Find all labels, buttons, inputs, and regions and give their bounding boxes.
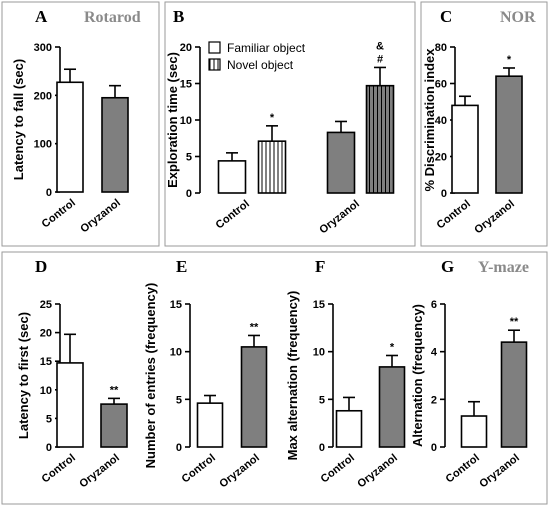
panel-letter-a: A (35, 7, 48, 26)
y-tick-label-c: 20 (435, 152, 447, 164)
significance-mark-g: ** (510, 316, 519, 328)
bar-f-oryzanol (378, 366, 406, 448)
bar-f-control (335, 409, 363, 448)
y-tick-label-b: 15 (180, 79, 192, 91)
bar-b-control (257, 140, 287, 194)
y-axis-label-g: Alternation (frequency) (410, 304, 425, 447)
y-tick-label-f: 0 (319, 442, 325, 454)
y-tick-label-e: 0 (176, 442, 182, 454)
legend-label-novel: Novel object (227, 58, 294, 72)
y-tick-label-c: 80 (435, 42, 447, 54)
panel-title-rotarod: Rotarod (84, 9, 141, 26)
significance-mark-e: ** (250, 321, 259, 333)
category-label-g: Control (444, 452, 482, 486)
y-tick-label-a: 0 (46, 187, 52, 199)
section-title-nor: NOR (500, 9, 536, 26)
significance-mark-b: # (377, 53, 383, 65)
legend-b: Familiar object Novel object (208, 41, 306, 72)
category-label-a: Oryzanol (78, 197, 122, 235)
y-tick-label-f: 15 (313, 299, 325, 311)
y-tick-label-c: 60 (435, 79, 447, 91)
legend-label-familiar: Familiar object (227, 41, 306, 55)
significance-mark-extra-b: & (376, 40, 384, 52)
y-axis-label-e: Number of entries (frequency) (143, 283, 158, 469)
y-tick-label-b: 0 (186, 188, 192, 200)
bar-c-oryzanol (495, 75, 523, 194)
bar-d-oryzanol (100, 403, 128, 448)
y-tick-label-e: 15 (170, 299, 182, 311)
y-tick-label-e: 5 (176, 394, 182, 406)
y-tick-label-c: 40 (435, 115, 447, 127)
y-tick-label-d: 5 (46, 413, 52, 425)
bar-b-control (217, 160, 247, 194)
panel-letter-f: F (315, 257, 325, 276)
y-axis-label-d: Latency to first (sec) (16, 312, 31, 439)
category-label-g: Oryzanol (477, 452, 521, 490)
y-axis-label-c: % Discrimination index (422, 48, 437, 192)
bar-a-oryzanol (101, 96, 129, 193)
bar-e-control (196, 402, 224, 448)
category-label-e: Oryzanol (217, 452, 261, 490)
y-axis-label-b: Exploration time (sec) (165, 52, 180, 188)
category-label-c: Control (435, 198, 473, 232)
panel-frame-c (420, 1, 548, 247)
legend-swatch-novel (208, 58, 221, 71)
significance-mark-c: * (507, 54, 512, 66)
bar-g-oryzanol (500, 341, 528, 448)
category-label-b: Control (214, 198, 252, 232)
bar-a-control (56, 81, 84, 193)
y-tick-label-g: 4 (431, 347, 438, 359)
bar-d-control (56, 362, 84, 448)
panel-letter-d: D (35, 257, 47, 276)
y-tick-label-f: 10 (313, 347, 325, 359)
y-tick-label-d: 0 (46, 442, 52, 454)
y-axis-label-f: Max alternation (frequency) (285, 291, 300, 461)
panel-frame-a (1, 1, 160, 247)
y-tick-label-f: 5 (319, 394, 325, 406)
category-label-e: Control (180, 452, 218, 486)
y-tick-label-b: 5 (186, 152, 192, 164)
y-tick-label-g: 2 (431, 394, 437, 406)
y-tick-label-b: 20 (180, 42, 192, 54)
legend-swatch-familiar (208, 41, 221, 54)
y-tick-label-d: 25 (40, 299, 52, 311)
panel-letter-e: E (176, 257, 187, 276)
panel-letter-b: B (173, 7, 184, 26)
y-tick-label-c: 0 (441, 188, 447, 200)
section-title-ymaze: Y-maze (478, 259, 529, 276)
category-label-f: Control (319, 452, 357, 486)
y-tick-label-g: 0 (431, 442, 437, 454)
y-tick-label-d: 15 (40, 356, 52, 368)
significance-mark-b: * (270, 112, 275, 124)
y-tick-label-b: 10 (180, 115, 192, 127)
y-tick-label-a: 200 (34, 90, 52, 102)
category-label-b: Oryzanol (317, 198, 361, 236)
panel-letter-g: G (441, 257, 454, 276)
bar-g-control (460, 415, 488, 448)
y-tick-label-a: 300 (34, 42, 52, 54)
panel-frame-b (164, 1, 416, 247)
significance-mark-f: * (390, 341, 395, 353)
category-label-d: Control (40, 452, 78, 486)
significance-mark-d: ** (110, 384, 119, 396)
category-label-c: Oryzanol (472, 198, 516, 236)
y-axis-label-a: Latency to fall (sec) (11, 59, 26, 180)
y-tick-label-a: 100 (34, 139, 52, 151)
y-tick-label-g: 6 (431, 299, 437, 311)
category-label-f: Oryzanol (355, 452, 399, 490)
bar-b-oryzanol (326, 131, 356, 194)
panel-letter-c: C (440, 7, 452, 26)
panel-frame-defg (1, 251, 548, 505)
category-label-d: Oryzanol (77, 452, 121, 490)
bar-c-control (451, 104, 479, 194)
y-tick-label-d: 20 (40, 328, 52, 340)
category-label-a: Control (40, 197, 78, 231)
y-tick-label-e: 10 (170, 347, 182, 359)
bar-e-oryzanol (240, 346, 268, 448)
y-tick-label-d: 10 (40, 385, 52, 397)
